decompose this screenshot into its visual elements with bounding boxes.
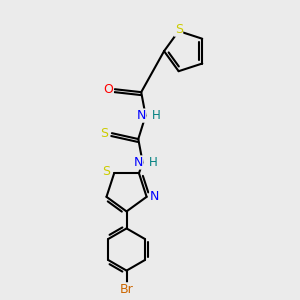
Text: H: H [148,156,157,169]
Text: N: N [136,109,146,122]
Text: O: O [103,83,113,96]
Text: N: N [150,190,159,203]
Text: S: S [100,127,109,140]
Text: Br: Br [120,283,134,296]
Text: S: S [175,23,183,36]
Text: S: S [102,165,110,178]
Text: H: H [152,109,160,122]
Text: N: N [134,156,143,169]
